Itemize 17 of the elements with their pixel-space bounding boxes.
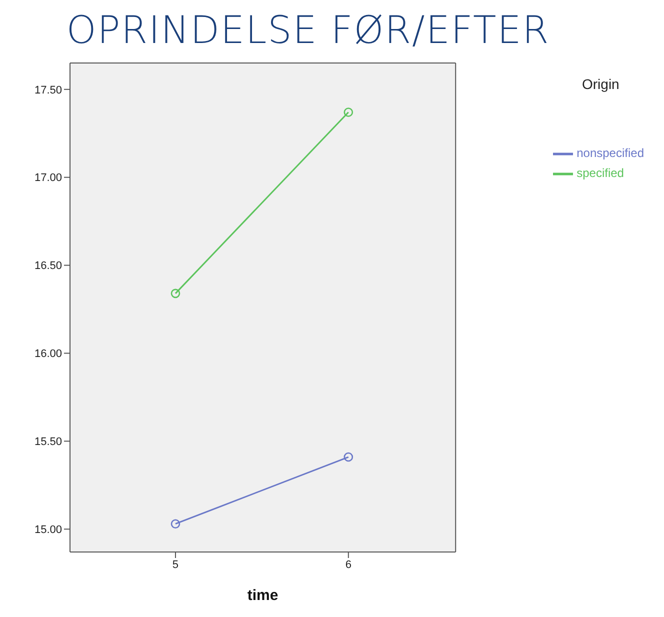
x-tick-label: 5 (172, 558, 179, 571)
point (170, 519, 180, 529)
legend-label: nonspecified (576, 146, 644, 160)
chart-title: OPRINDELSE FØR/EFTER (65, 8, 551, 52)
point (170, 288, 180, 298)
y-tick-label: 15.00 (34, 524, 62, 536)
x-tick-label: 6 (345, 558, 352, 571)
y-tick-label: 15.50 (34, 436, 62, 448)
y-tick-label: 17.00 (34, 172, 62, 184)
y-tick-label: 17.50 (34, 84, 62, 96)
point (344, 452, 354, 462)
y-tick-label: 16.00 (34, 348, 62, 360)
legend-label: specified (576, 166, 624, 180)
x-axis-title: time (247, 587, 278, 604)
legend-title: Origin (582, 76, 620, 92)
point (344, 108, 354, 117)
y-tick-label: 16.50 (34, 260, 62, 272)
